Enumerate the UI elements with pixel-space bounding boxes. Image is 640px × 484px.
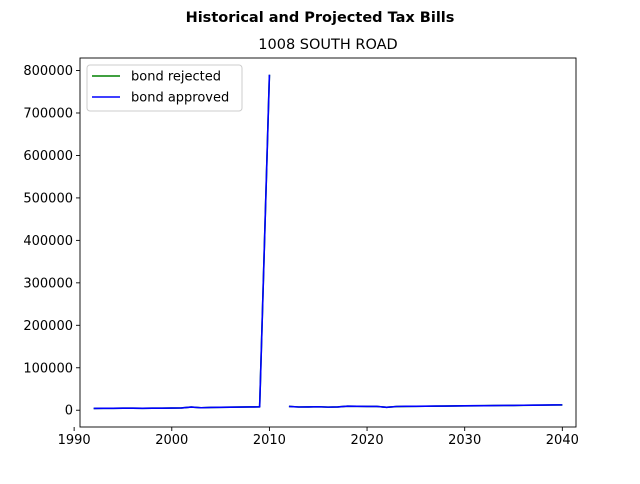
y-tick-label: 400000: [23, 234, 73, 249]
plot-background: [80, 58, 576, 427]
legend-entry: bond rejected: [131, 70, 221, 85]
chart-title: 1008 SOUTH ROAD: [258, 37, 397, 53]
x-tick-label: 2020: [351, 433, 384, 448]
legend: bond rejected bond approved: [86, 64, 243, 112]
series-line-2-segment-2: [288, 404, 563, 409]
plot-area: [80, 58, 576, 427]
y-tick-label: 100000: [23, 361, 73, 376]
x-tick-label: 2040: [546, 433, 579, 448]
axes-frame: [79, 57, 577, 428]
y-tick-label: 700000: [23, 106, 73, 121]
axes: 1990 2000 2010 2020 2030 2040 0 100000 200000 300…: [23, 57, 579, 448]
y-tick-label: 800000: [23, 64, 73, 79]
y-tick-label: 200000: [23, 319, 73, 334]
y-tick-label: 600000: [23, 149, 73, 164]
series-lines: [93, 74, 563, 410]
series-line-2-segment-1: [93, 74, 271, 410]
x-tick-label: 2030: [448, 433, 481, 448]
x-tick-label: 2010: [253, 433, 286, 448]
y-tick-label: 300000: [23, 276, 73, 291]
legend-box: [86, 64, 243, 112]
y-tick-label: 500000: [23, 191, 73, 206]
y-tick-label: 0: [65, 404, 73, 419]
x-tick-label: 2000: [155, 433, 188, 448]
figure-suptitle: Historical and Projected Tax Bills: [186, 10, 455, 26]
x-tick-label: 1990: [58, 433, 91, 448]
legend-entry: bond approved: [131, 91, 229, 106]
